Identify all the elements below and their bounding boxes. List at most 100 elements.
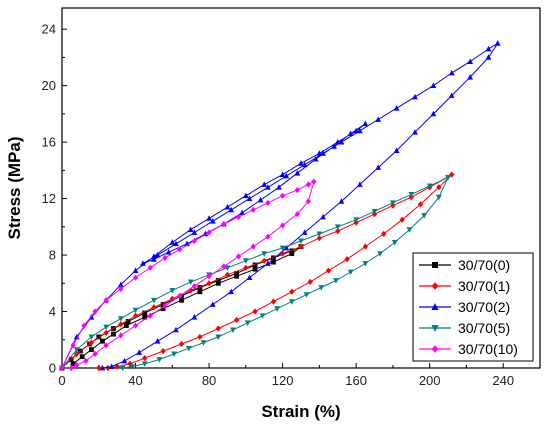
data-point	[467, 58, 474, 65]
data-point	[103, 329, 109, 336]
data-point	[142, 314, 148, 320]
data-point	[230, 327, 236, 334]
data-point	[235, 253, 242, 260]
series-line	[61, 246, 302, 369]
data-point	[261, 251, 268, 257]
x-tick-label: 160	[345, 373, 367, 388]
data-point	[265, 260, 271, 266]
data-point	[215, 325, 221, 332]
data-point	[177, 292, 183, 300]
data-point	[118, 321, 124, 328]
data-point	[191, 282, 198, 290]
data-point	[320, 150, 326, 156]
data-point	[393, 105, 400, 111]
data-point	[448, 69, 455, 76]
data-point	[301, 229, 308, 235]
data-point	[261, 257, 267, 264]
data-point	[485, 45, 492, 52]
data-point	[187, 279, 194, 286]
data-point	[228, 288, 235, 295]
data-point	[239, 209, 246, 216]
data-point	[431, 282, 439, 290]
data-point	[108, 363, 115, 369]
data-point	[121, 357, 128, 364]
data-point	[81, 322, 87, 329]
data-point	[417, 201, 424, 208]
series-30-70-10-	[59, 178, 317, 372]
data-point	[160, 302, 166, 307]
legend: 30/70(0) 30/70(1) 30/70(2) 30/70(5) 30/70(10…	[412, 252, 534, 362]
data-point	[279, 171, 286, 177]
data-point	[178, 340, 185, 348]
data-point	[215, 280, 221, 286]
data-point	[147, 264, 153, 271]
data-point	[88, 339, 95, 346]
data-point	[279, 192, 286, 199]
data-point	[294, 170, 301, 176]
data-point	[177, 246, 183, 253]
data-point	[279, 222, 286, 229]
data-point	[103, 297, 109, 304]
data-point	[301, 161, 308, 168]
y-tick-label: 8	[49, 248, 56, 263]
data-point	[432, 262, 438, 268]
y-tick-label: 4	[49, 304, 56, 319]
data-point	[191, 237, 198, 245]
data-point	[279, 250, 286, 257]
data-point	[154, 338, 161, 344]
x-tick-label: 120	[272, 373, 294, 388]
data-point	[298, 238, 304, 245]
data-point	[169, 287, 176, 294]
y-axis-title: Stress (MPa)	[5, 137, 24, 240]
data-point	[206, 229, 212, 236]
data-point	[375, 116, 382, 122]
data-point	[371, 208, 378, 215]
data-point	[197, 289, 203, 295]
data-point	[187, 226, 194, 233]
data-point	[243, 264, 249, 271]
data-point	[234, 316, 240, 324]
data-point	[160, 306, 166, 312]
data-point	[132, 274, 139, 281]
data-point	[242, 258, 249, 264]
data-point	[353, 217, 360, 223]
data-point	[391, 239, 398, 246]
data-point	[448, 92, 455, 98]
data-point	[140, 260, 146, 266]
data-point	[356, 127, 363, 134]
data-point	[79, 354, 85, 360]
data-point	[96, 334, 102, 340]
data-point	[224, 271, 231, 278]
data-point	[200, 340, 207, 346]
data-point	[234, 273, 240, 279]
data-point	[431, 345, 439, 353]
data-point	[271, 255, 276, 261]
data-point	[274, 306, 280, 312]
legend-label: 30/70(1)	[458, 278, 510, 294]
data-point	[244, 320, 251, 326]
axis-ticks: 0 40 80 120 160 200 240 0 4 8 12 16 20 24	[42, 22, 515, 388]
data-point	[74, 362, 80, 369]
data-point	[125, 319, 131, 324]
data-point	[132, 267, 139, 273]
data-point	[151, 304, 157, 311]
data-point	[445, 175, 451, 181]
data-point	[142, 354, 148, 362]
data-point	[103, 342, 109, 349]
data-point	[117, 316, 124, 322]
data-point	[191, 229, 198, 235]
data-point	[318, 285, 325, 291]
data-point	[259, 313, 266, 319]
data-point	[283, 172, 290, 179]
data-point	[261, 181, 268, 187]
x-axis-title: Strain (%)	[261, 402, 340, 421]
legend-label: 30/70(10)	[458, 341, 518, 357]
data-point	[99, 364, 106, 371]
data-point	[311, 178, 317, 185]
y-tick-label: 20	[42, 78, 56, 93]
data-point	[132, 307, 139, 314]
data-point	[426, 183, 433, 190]
data-point	[169, 239, 176, 245]
x-tick-label: 0	[58, 373, 65, 388]
data-point	[70, 361, 76, 367]
